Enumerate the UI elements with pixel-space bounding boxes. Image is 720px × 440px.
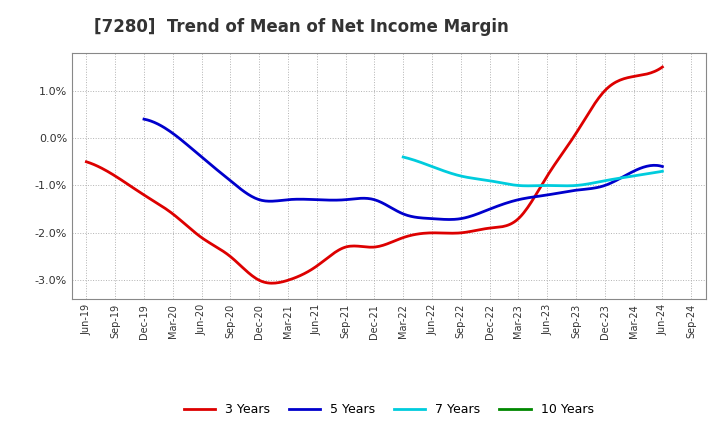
5 Years (578, 187, 587, 192)
5 Years (611, 178, 620, 183)
5 Years (658, 164, 667, 169)
5 Years (459, 216, 467, 221)
Line: 3 Years: 3 Years (86, 67, 662, 283)
3 Years (658, 64, 667, 70)
5 Years (449, 217, 457, 222)
7 Years (523, 183, 532, 188)
3 Years (82, 159, 91, 165)
7 Years (559, 183, 567, 188)
3 Years (570, 134, 578, 139)
7 Years (618, 175, 627, 180)
Legend: 3 Years, 5 Years, 7 Years, 10 Years: 3 Years, 5 Years, 7 Years, 10 Years (179, 398, 598, 421)
7 Years (400, 154, 408, 160)
7 Years (554, 183, 563, 188)
Line: 7 Years: 7 Years (403, 157, 662, 186)
7 Years (553, 183, 562, 188)
5 Years (141, 117, 150, 122)
3 Years (425, 230, 433, 235)
5 Years (450, 217, 459, 222)
7 Years (658, 169, 667, 174)
3 Years (436, 230, 445, 235)
7 Years (399, 154, 408, 160)
3 Years (84, 160, 93, 165)
5 Years (445, 217, 454, 222)
Text: [7280]  Trend of Mean of Net Income Margin: [7280] Trend of Mean of Net Income Margi… (94, 18, 508, 36)
5 Years (140, 117, 148, 122)
3 Years (606, 83, 615, 88)
3 Years (267, 281, 276, 286)
Line: 5 Years: 5 Years (144, 119, 662, 220)
7 Years (634, 172, 643, 178)
3 Years (427, 230, 436, 235)
